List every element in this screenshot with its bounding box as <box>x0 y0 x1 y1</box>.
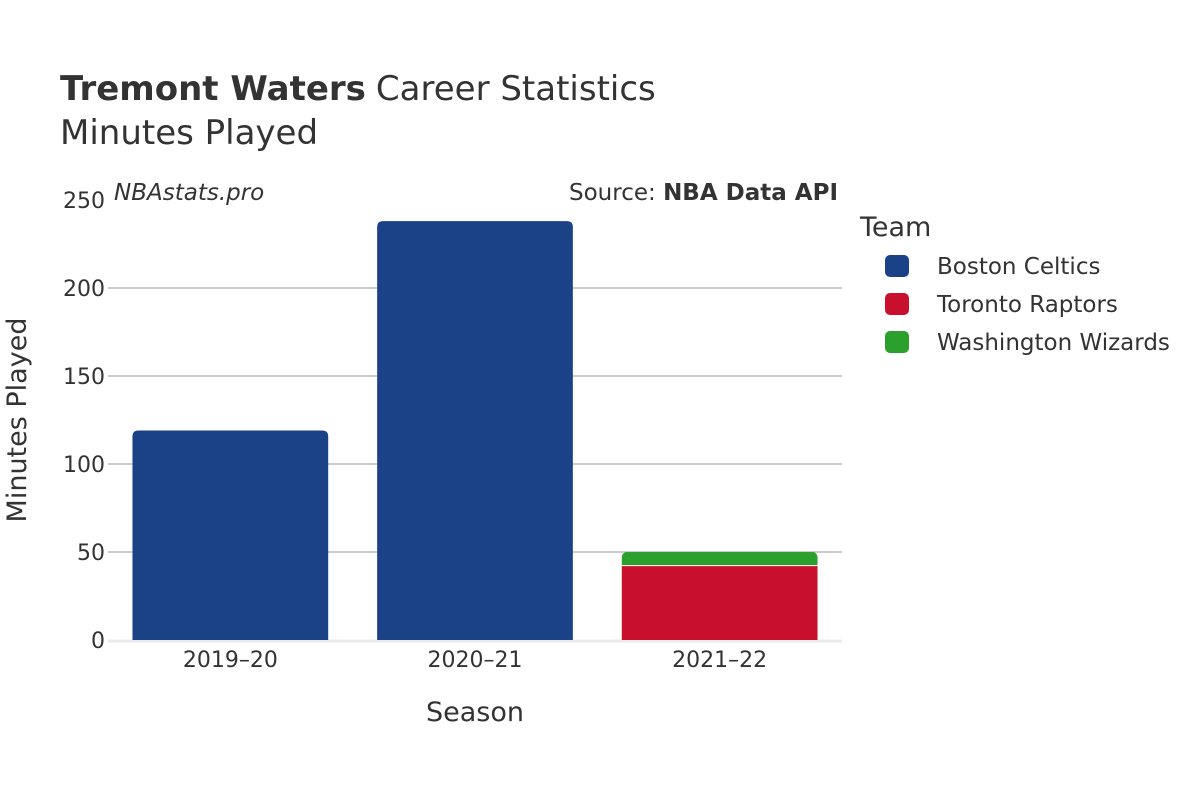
y-axis-ticks: 0 50 100 150 200 250 <box>63 189 105 654</box>
x-axis-ticks: 2019–20 2020–21 2021–22 <box>183 648 767 673</box>
legend-title: Team <box>859 212 931 243</box>
y-tick-label: 200 <box>63 277 105 302</box>
y-tick-label: 250 <box>63 189 105 214</box>
legend-swatch <box>885 255 909 277</box>
legend-swatch <box>885 293 909 315</box>
legend: Boston Celtics Toronto Raptors Washington … <box>885 254 1170 356</box>
player-name: Tremont Waters <box>60 69 366 109</box>
source-note: Source: NBA Data API <box>569 180 838 206</box>
x-tick-label: 2021–22 <box>672 648 767 673</box>
y-tick-label: 100 <box>63 453 105 478</box>
legend-label: Washington Wizards <box>937 330 1170 356</box>
x-tick-label: 2020–21 <box>428 648 523 673</box>
watermark: NBAstats.pro <box>114 180 264 206</box>
bar-washington-wizards <box>621 552 818 566</box>
source-prefix: Source: <box>569 180 663 206</box>
y-axis-title: Minutes Played <box>2 318 33 523</box>
x-axis-title: Season <box>426 697 524 728</box>
source-name: NBA Data API <box>663 180 838 206</box>
x-tick-label: 2019–20 <box>183 648 278 673</box>
bar-boston-celtics <box>377 221 573 640</box>
title-rest: Career Statistics <box>376 69 656 109</box>
y-tick-label: 150 <box>63 365 105 390</box>
bar-toronto-raptors <box>621 566 818 640</box>
legend-label: Boston Celtics <box>937 254 1100 280</box>
chart-title: Tremont Waters Career Statistics <box>60 69 656 109</box>
bar-boston-celtics <box>132 430 329 640</box>
chart-subtitle: Minutes Played <box>60 113 318 153</box>
legend-swatch <box>885 331 909 353</box>
legend-label: Toronto Raptors <box>936 292 1118 318</box>
y-tick-label: 0 <box>91 629 105 654</box>
bars <box>132 221 818 640</box>
y-tick-label: 50 <box>77 541 105 566</box>
